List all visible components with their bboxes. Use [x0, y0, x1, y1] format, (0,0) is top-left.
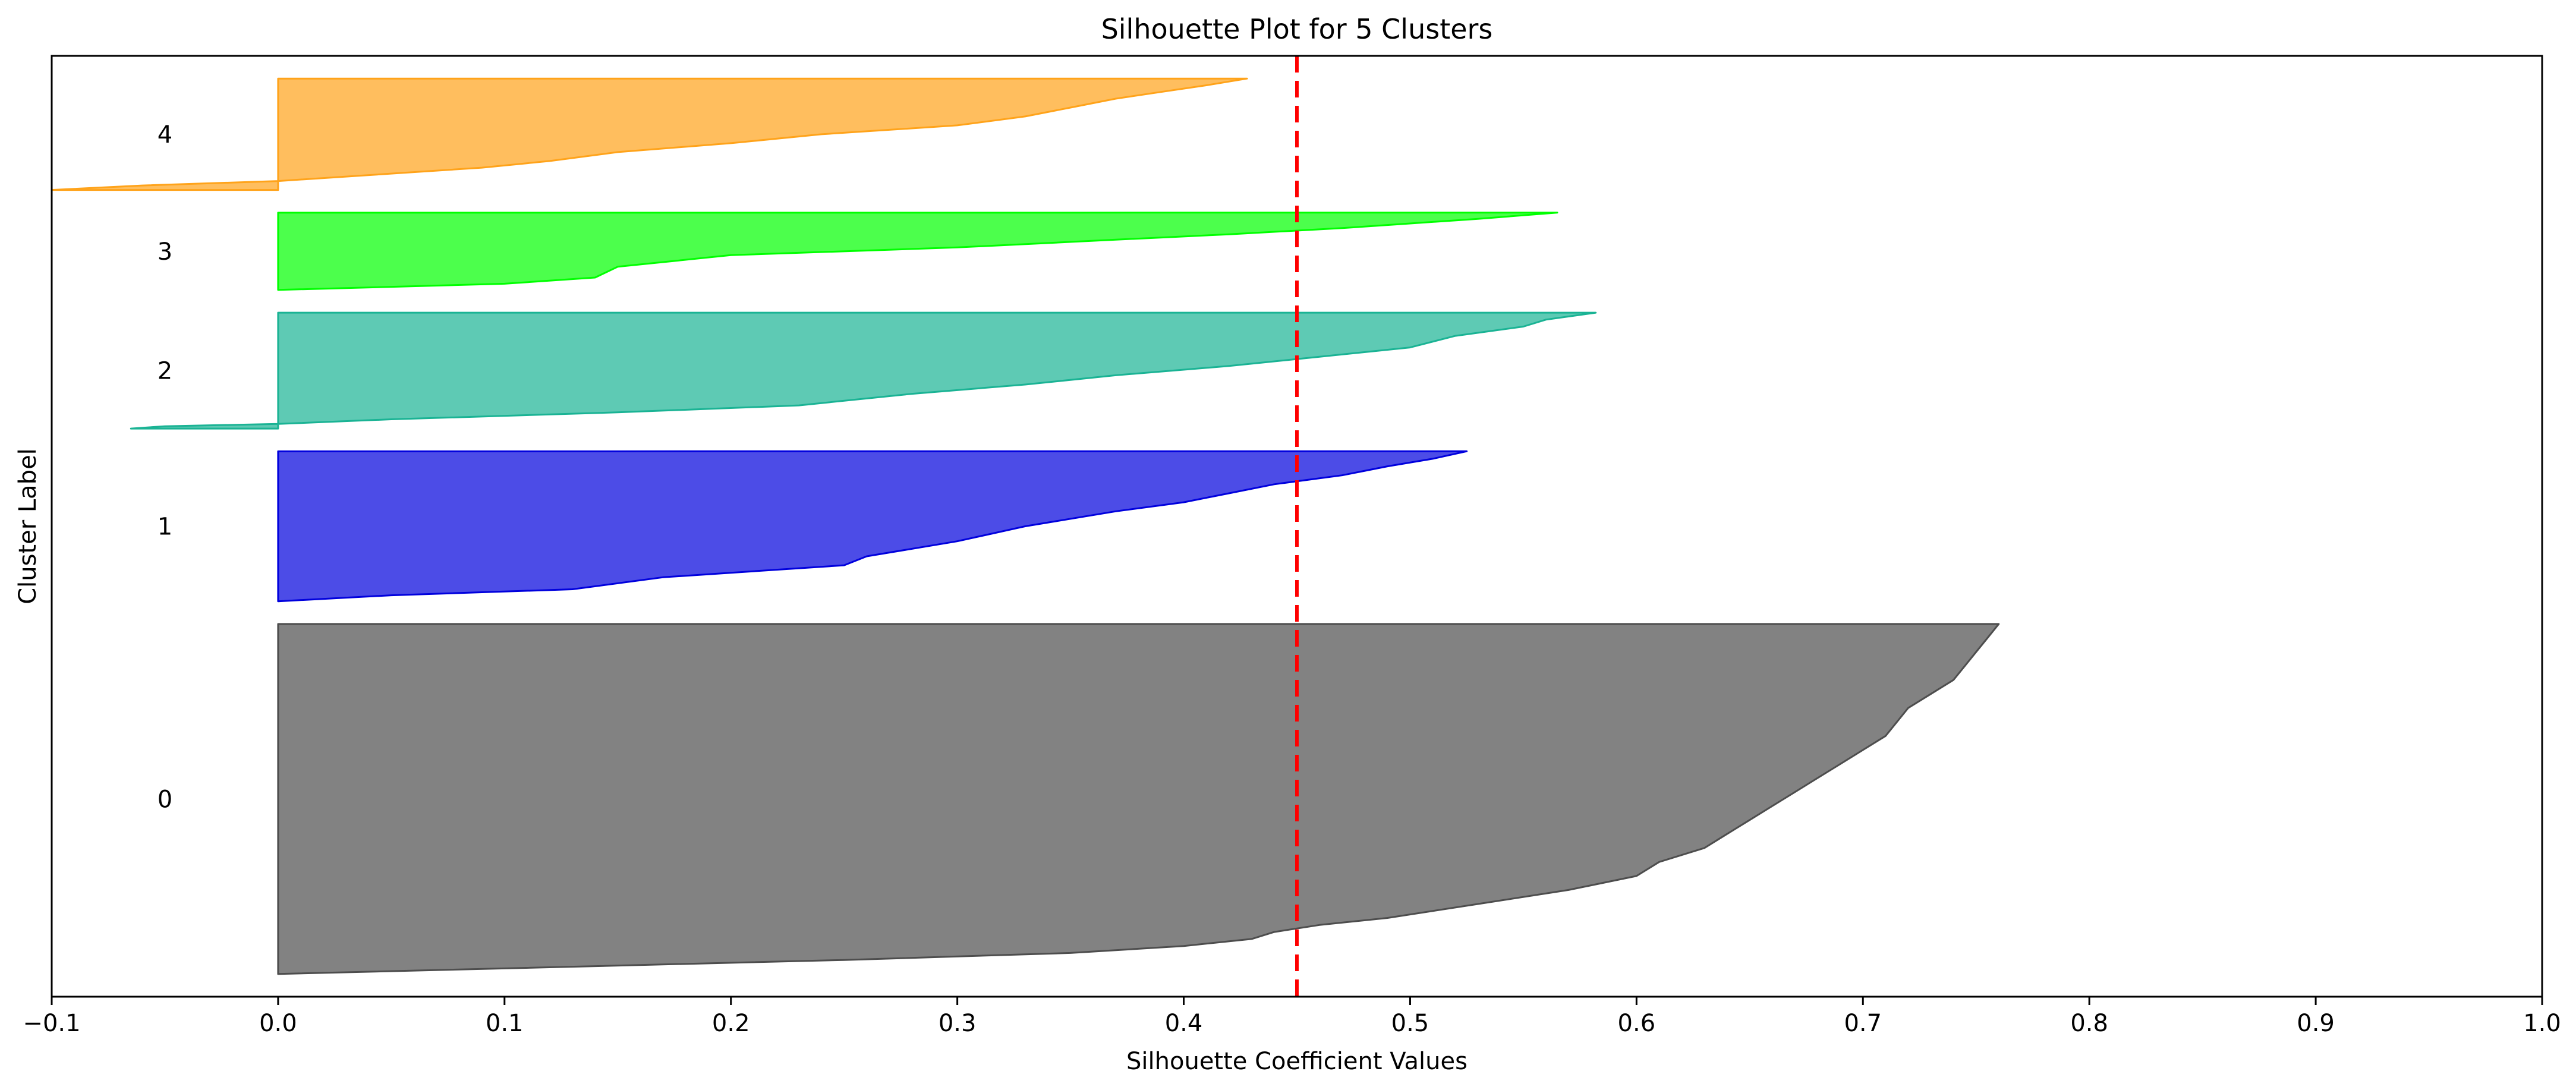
- x-tick-label: −0.1: [23, 1010, 80, 1037]
- x-tick-label: 0.4: [1165, 1010, 1203, 1037]
- x-tick-label: 0.0: [259, 1010, 297, 1037]
- cluster-label-4: 4: [158, 121, 172, 149]
- x-axis-label: Silhouette Coefficient Values: [1126, 1048, 1467, 1075]
- x-tick-label: 0.1: [486, 1010, 524, 1037]
- x-tick-label: 0.6: [1618, 1010, 1656, 1037]
- cluster-label-0: 0: [158, 786, 172, 813]
- chart-title: Silhouette Plot for 5 Clusters: [1101, 13, 1493, 45]
- cluster-2-area: [130, 311, 1597, 430]
- x-tick-label: 0.2: [712, 1010, 750, 1037]
- y-axis-label: Cluster Label: [14, 448, 42, 604]
- cluster-labels: 0 1 2 3 4: [158, 121, 172, 813]
- x-tick-label: 0.8: [2070, 1010, 2108, 1037]
- cluster-areas: [51, 77, 2000, 975]
- plot-frame: [51, 55, 2543, 998]
- cluster-4-area: [51, 77, 1248, 191]
- cluster-3-area: [277, 212, 1558, 291]
- cluster-label-1: 1: [158, 514, 172, 541]
- x-tick-label: 0.9: [2297, 1010, 2335, 1037]
- x-tick-label: 1.0: [2523, 1010, 2561, 1037]
- cluster-1-area: [277, 450, 1468, 603]
- x-axis-ticks: −0.1 0.0 0.1 0.2 0.3 0.4 0.5 0.6 0.7 0.8 0.9 1.0: [23, 997, 2561, 1037]
- cluster-label-3: 3: [158, 238, 172, 266]
- x-tick-label: 0.7: [1844, 1010, 1882, 1037]
- x-tick-label: 0.5: [1391, 1010, 1429, 1037]
- x-tick-label: 0.3: [939, 1010, 977, 1037]
- cluster-0-area: [277, 623, 2000, 975]
- cluster-label-2: 2: [158, 358, 172, 385]
